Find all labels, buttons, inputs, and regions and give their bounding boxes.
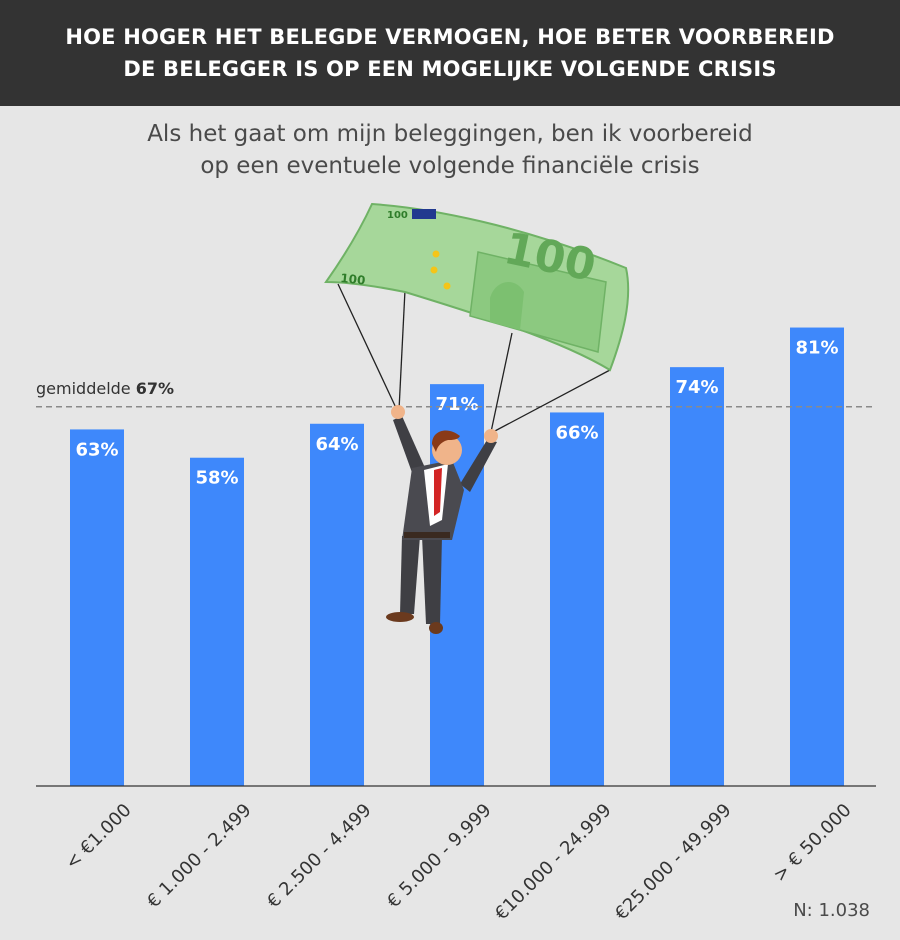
bar-value-label-3: 64% — [315, 434, 358, 455]
parachute-strings — [337, 283, 611, 433]
average-line-group: gemiddelde 67% — [36, 379, 876, 408]
businessman-icon — [386, 405, 498, 634]
bar-2 — [190, 457, 244, 786]
category-label-2: € 1.000 - 2.499 — [143, 800, 256, 913]
parachute-illustration: 100 100 100 — [324, 202, 630, 634]
bar-value-label-2: 58% — [195, 468, 238, 489]
subtitle-line-2: op een eventuele volgende financiële cri… — [200, 153, 700, 179]
bar-7 — [790, 327, 844, 786]
category-label-7: > € 50.000 — [769, 800, 855, 886]
subtitle-line-1: Als het gaat om mijn beleggingen, ben ik… — [147, 121, 753, 147]
bar-value-label-1: 63% — [75, 439, 118, 460]
bar-6 — [670, 367, 724, 786]
bar-3 — [310, 423, 364, 786]
bar-value-label-7: 81% — [795, 338, 838, 359]
average-label-text: gemiddelde — [36, 379, 131, 398]
banknote-flag — [412, 209, 436, 219]
bar-1 — [70, 429, 124, 786]
category-label-1: < €1.000 — [61, 800, 135, 874]
chart-header: HOE HOGER HET BELEGDE VERMOGEN, HOE BETE… — [0, 0, 900, 106]
bar-5 — [550, 412, 604, 786]
category-labels-group: < €1.000 € 1.000 - 2.499 € 2.500 - 4.499 € … — [61, 800, 855, 925]
bar-value-label-4: 71% — [435, 394, 478, 415]
header-title-line-1: HOE HOGER HET BELEGDE VERMOGEN, HOE BETE… — [65, 25, 835, 49]
header-title-line-2: DE BELEGGER IS OP EEN MOGELIJKE VOLGENDE… — [123, 57, 777, 81]
bar-value-label-6: 74% — [675, 377, 718, 398]
sample-size-note: N: 1.038 — [793, 900, 870, 921]
average-label-value: 67% — [136, 379, 174, 398]
category-label-4: € 5.000 - 9.999 — [383, 800, 496, 913]
svg-text:100: 100 — [387, 210, 408, 221]
banknote-icon: 100 100 100 — [324, 202, 630, 372]
average-label: gemiddelde 67% — [36, 379, 174, 398]
banknote-stars — [430, 250, 451, 290]
tie-icon — [434, 468, 442, 516]
category-label-3: € 2.500 - 4.499 — [263, 800, 376, 913]
svg-text:100: 100 — [340, 271, 366, 288]
bars-group: 63% 58% 64% 71% 66% 74% 81% — [70, 327, 844, 786]
category-label-6: €25.000 - 49.999 — [611, 800, 736, 925]
bar-value-label-5: 66% — [555, 422, 598, 443]
category-label-5: €10.000 - 24.999 — [491, 800, 616, 925]
chart-subtitle: Als het gaat om mijn beleggingen, ben ik… — [0, 118, 900, 182]
